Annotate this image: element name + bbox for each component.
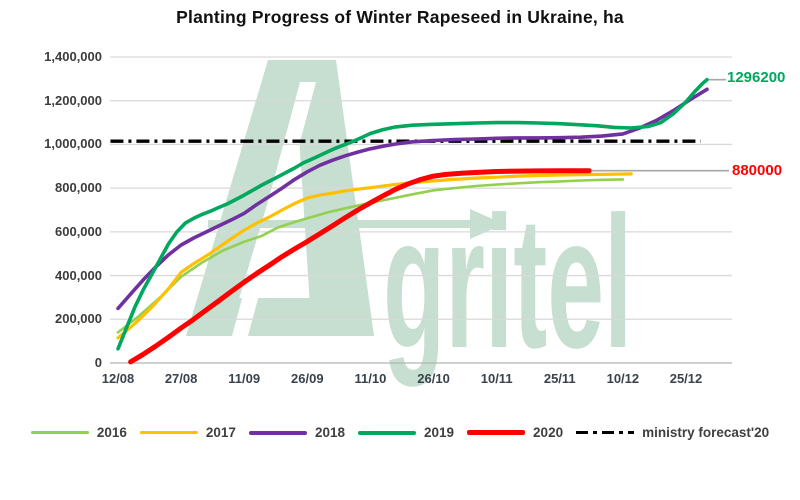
legend-swatch xyxy=(30,431,89,434)
legend-item-2018: 2018 xyxy=(248,425,345,440)
legend-item-2019: 2019 xyxy=(358,425,454,440)
legend: 2016 2017 2018 2019 2020 ministry forecast'20 xyxy=(0,425,800,440)
legend-swatch xyxy=(576,430,635,435)
legend-item-ministry-forecast-20: ministry forecast'20 xyxy=(576,425,769,440)
series-line-2019 xyxy=(116,77,709,351)
legend-label: 2019 xyxy=(424,425,455,440)
agritel-logo-a-slash xyxy=(232,82,316,336)
x-tick-label: 10/12 xyxy=(606,371,640,386)
series-line-2020 xyxy=(128,168,592,365)
legend-label: 2018 xyxy=(314,425,345,440)
x-tick-label: 11/09 xyxy=(228,371,261,386)
y-tick-label: 1,000,000 xyxy=(44,136,102,152)
x-tick-label: 25/11 xyxy=(543,371,576,386)
legend-label: 2016 xyxy=(96,425,127,440)
x-tick-label: 26/10 xyxy=(417,371,450,386)
legend-swatch xyxy=(248,430,307,435)
legend-item-2017: 2017 xyxy=(139,425,236,440)
legend-label: ministry forecast'20 xyxy=(642,425,770,440)
legend-label: 2017 xyxy=(205,425,236,440)
legend-swatch xyxy=(467,429,526,436)
agritel-logo-a-left xyxy=(186,60,310,336)
x-tick-label: 12/08 xyxy=(101,371,135,386)
legend-swatch xyxy=(358,430,416,435)
x-tick-label: 27/08 xyxy=(164,371,198,386)
annotation-2019-final-value: 1296200 xyxy=(727,69,786,86)
legend-label: 2020 xyxy=(533,425,564,440)
annotation-2020-final-value: 880000 xyxy=(732,162,783,179)
y-tick-label: 1,400,000 xyxy=(44,49,102,64)
x-tick-label: 25/12 xyxy=(669,371,703,386)
series-line-2016 xyxy=(116,178,625,334)
y-tick-label: 400,000 xyxy=(55,267,102,283)
y-tick-label: 0 xyxy=(94,355,102,370)
series-line-2017 xyxy=(116,172,633,340)
chart-title: Planting Progress of Winter Rapeseed in … xyxy=(176,7,624,27)
y-tick-label: 600,000 xyxy=(55,223,102,239)
legend-item-2020: 2020 xyxy=(467,425,563,440)
agritel-logo-text: gritel xyxy=(383,177,632,387)
x-tick-label: 11/10 xyxy=(354,371,387,386)
x-tick-label: 26/09 xyxy=(291,371,324,386)
legend-item-2016: 2016 xyxy=(30,425,127,440)
y-tick-label: 200,000 xyxy=(55,311,102,327)
legend-swatch xyxy=(139,430,198,435)
agritel-logo-a-right xyxy=(294,60,374,336)
y-tick-label: 1,200,000 xyxy=(44,92,102,108)
series-line-2018 xyxy=(116,87,709,311)
x-tick-label: 10/11 xyxy=(480,371,513,386)
y-tick-label: 800,000 xyxy=(55,180,102,196)
